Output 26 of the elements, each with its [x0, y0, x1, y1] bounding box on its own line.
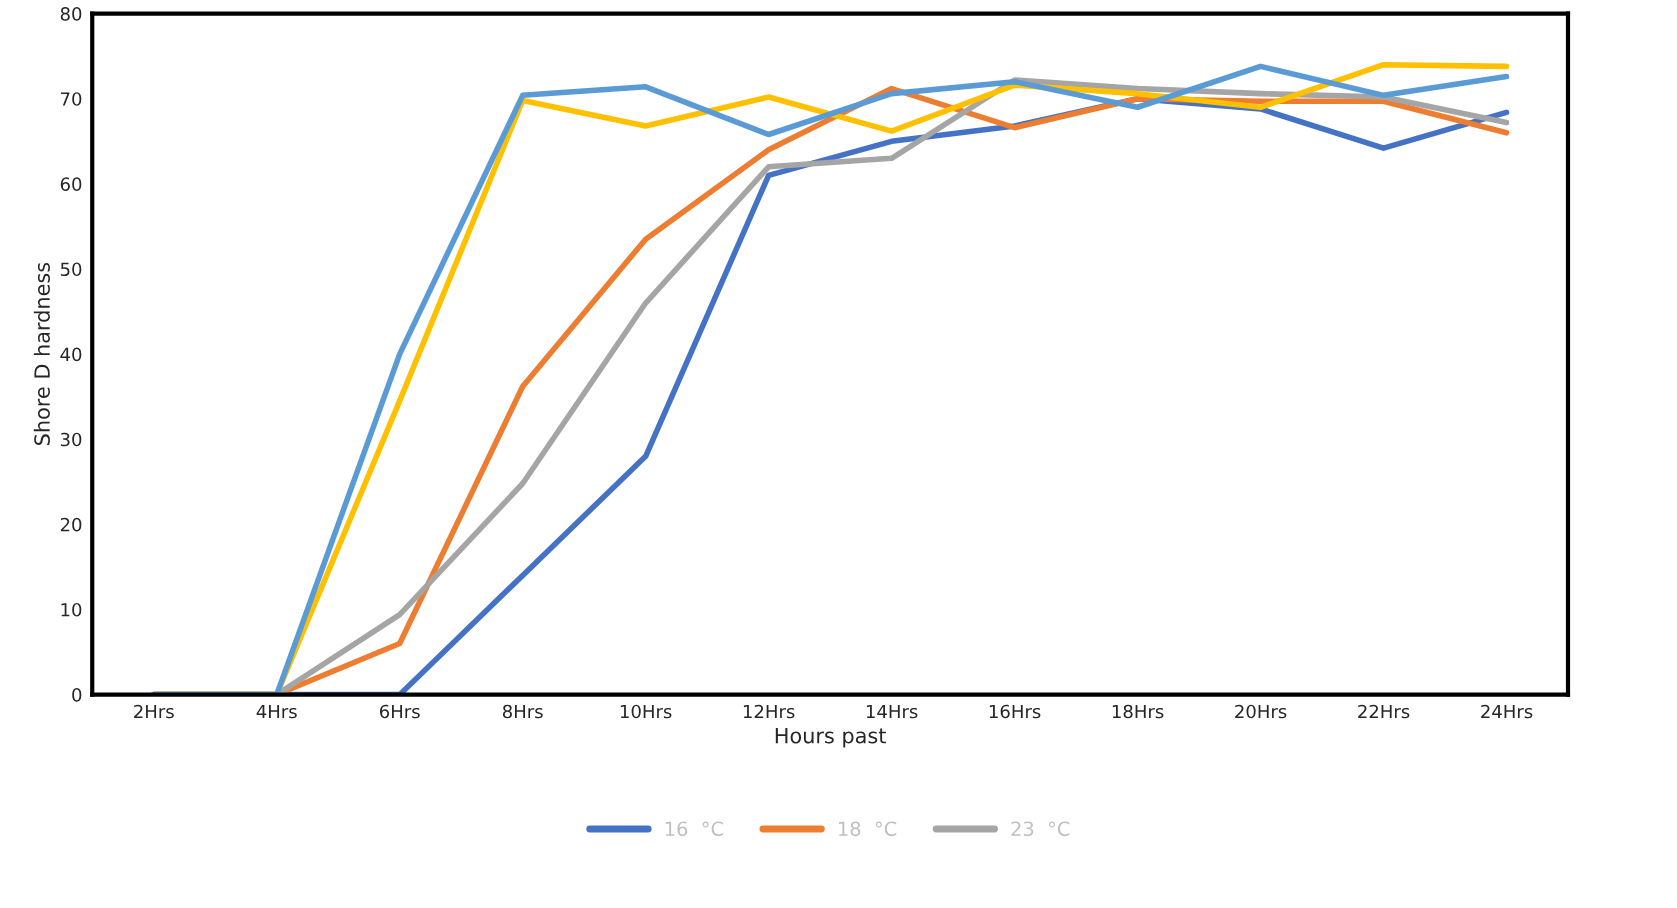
y-tick-label: 40: [60, 347, 82, 362]
y-tick-label: 30: [60, 432, 82, 447]
x-axis-title: Hours past: [775, 728, 886, 748]
y-tick-label: 50: [60, 262, 82, 277]
y-tick-label: 0: [72, 688, 82, 702]
legend-label: 23 °C: [1011, 821, 1070, 837]
x-tick-label: 18Hrs: [1112, 704, 1164, 719]
x-tick-label: 24Hrs: [1481, 704, 1533, 719]
x-tick-label: 22Hrs: [1358, 704, 1410, 719]
x-tick-label: 4Hrs: [256, 704, 297, 719]
x-tick-label: 8Hrs: [502, 704, 543, 719]
y-tick-label: 10: [61, 602, 82, 617]
x-tick-label: 2Hrs: [134, 704, 174, 719]
y-tick-label: 20: [60, 517, 82, 532]
x-tick-label: 16Hrs: [989, 704, 1041, 719]
legend-label: 16 °C: [665, 821, 724, 837]
y-axis-title: Shore D hardness: [33, 262, 50, 445]
x-tick-label: 14Hrs: [866, 704, 918, 719]
x-tick-label: 20Hrs: [1235, 704, 1287, 719]
y-tick-label: 60: [60, 177, 82, 191]
legend-label: 18 °C: [838, 821, 897, 837]
x-tick-label: 12Hrs: [743, 704, 795, 719]
y-tick-label: 70: [61, 92, 82, 106]
x-tick-label: 10Hrs: [620, 704, 672, 719]
y-tick-label: 80: [60, 7, 82, 21]
x-tick-label: 6Hrs: [380, 704, 420, 719]
